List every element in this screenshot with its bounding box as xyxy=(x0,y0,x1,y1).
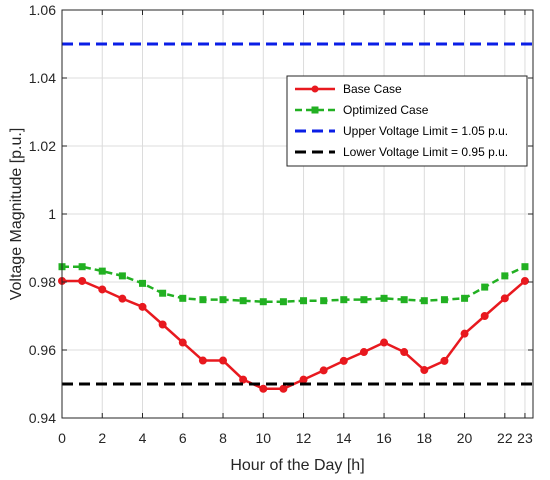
x-tick-label: 4 xyxy=(139,430,147,446)
legend-box xyxy=(286,75,528,167)
y-tick-label: 1.04 xyxy=(29,70,56,86)
data-point xyxy=(118,272,126,280)
data-point xyxy=(481,283,489,291)
data-point xyxy=(380,338,389,347)
data-point xyxy=(420,297,428,305)
data-point xyxy=(139,279,147,287)
data-point xyxy=(339,356,348,365)
x-tick-label: 16 xyxy=(376,430,392,446)
y-tick-label: 1.02 xyxy=(29,138,56,154)
x-tick-label: 0 xyxy=(58,430,66,446)
data-point xyxy=(521,263,529,271)
y-axis-label: Voltage Magnitude [p.u.] xyxy=(8,128,25,301)
data-point xyxy=(118,294,127,303)
data-point xyxy=(359,348,368,357)
x-tick-label: 22 xyxy=(497,430,513,446)
legend-item: Optimized Case xyxy=(295,103,429,117)
x-tick-label: 12 xyxy=(296,430,312,446)
data-point xyxy=(501,272,509,280)
data-point xyxy=(78,263,86,271)
legend-marker xyxy=(311,106,319,114)
data-point xyxy=(219,296,227,304)
data-point xyxy=(199,296,207,304)
data-point xyxy=(239,297,247,305)
legend-marker xyxy=(311,85,319,93)
data-point xyxy=(98,267,106,275)
data-point xyxy=(239,375,248,384)
data-point xyxy=(98,285,107,294)
data-point xyxy=(198,356,207,365)
series-1 xyxy=(58,263,529,306)
data-point xyxy=(300,297,308,305)
data-point xyxy=(340,296,348,304)
data-point xyxy=(158,320,167,329)
data-point xyxy=(319,366,328,375)
data-point xyxy=(78,276,87,285)
x-tick-label: 10 xyxy=(255,430,271,446)
data-point xyxy=(460,329,469,338)
data-point xyxy=(520,276,529,285)
data-point xyxy=(400,348,409,357)
data-point xyxy=(299,375,308,384)
legend-item: Base Case xyxy=(295,82,402,96)
data-point xyxy=(138,302,147,311)
y-tick-label: 0.96 xyxy=(29,342,56,358)
data-point xyxy=(380,294,388,302)
data-point xyxy=(320,297,328,305)
data-point xyxy=(159,289,167,297)
legend: Base Case Optimized Case Upper Voltage Lim… xyxy=(286,75,528,167)
y-tick-label: 1.06 xyxy=(29,2,56,18)
legend-label: Upper Voltage Limit = 1.05 p.u. xyxy=(343,124,508,138)
x-tick-label: 18 xyxy=(417,430,433,446)
x-tick-label: 8 xyxy=(219,430,227,446)
data-point xyxy=(500,294,509,303)
x-tick-label: 6 xyxy=(179,430,187,446)
x-axis-label: Hour of the Day [h] xyxy=(230,457,364,474)
legend-label: Optimized Case xyxy=(343,103,429,117)
data-point xyxy=(279,384,288,393)
data-point xyxy=(480,312,489,320)
series-layer xyxy=(58,42,533,393)
data-point xyxy=(219,356,228,365)
data-point xyxy=(279,298,287,306)
data-point xyxy=(440,356,449,365)
legend-label: Base Case xyxy=(343,82,402,96)
y-tick-label: 1 xyxy=(48,206,56,222)
x-tick-label: 2 xyxy=(98,430,106,446)
data-point xyxy=(178,338,187,347)
data-point xyxy=(360,296,368,304)
x-tick-label: 23 xyxy=(517,430,533,446)
y-tick-label: 0.98 xyxy=(29,274,56,290)
data-point xyxy=(259,298,267,306)
y-tick-label: 0.94 xyxy=(29,410,56,426)
data-point xyxy=(440,296,448,304)
data-point xyxy=(461,294,469,302)
x-tick-label: 20 xyxy=(457,430,473,446)
data-point xyxy=(179,294,187,302)
data-point xyxy=(420,366,429,375)
data-point xyxy=(259,384,268,393)
x-tick-label: 14 xyxy=(336,430,352,446)
legend-item: Lower Voltage Limit = 0.95 p.u. xyxy=(295,145,508,159)
axis-ticks: 0 2 4 6 8 10 12 14 16 18 20 22 23 0.94 0.96 0.98 1 1.02 1.… xyxy=(29,2,533,446)
legend-item: Upper Voltage Limit = 1.05 p.u. xyxy=(295,124,508,138)
data-point xyxy=(400,296,408,304)
legend-label: Lower Voltage Limit = 0.95 p.u. xyxy=(343,145,508,159)
